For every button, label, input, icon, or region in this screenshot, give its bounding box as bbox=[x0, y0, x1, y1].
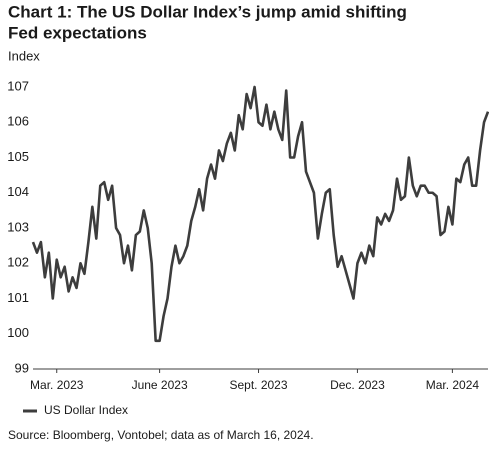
y-tick-label: 105 bbox=[7, 149, 29, 164]
source-note: Source: Bloomberg, Vontobel; data as of … bbox=[8, 428, 314, 442]
x-tick-label: Mar. 2024 bbox=[426, 378, 480, 392]
x-tick-label: June 2023 bbox=[132, 378, 188, 392]
y-tick-label: 100 bbox=[7, 325, 29, 340]
y-tick-label: 106 bbox=[7, 114, 29, 129]
data-line bbox=[31, 85, 489, 343]
y-tick-label: 99 bbox=[15, 360, 29, 375]
y-tick-label: 103 bbox=[7, 219, 29, 234]
x-tick-label: Mar. 2023 bbox=[30, 378, 84, 392]
x-tick-label: Dec. 2023 bbox=[330, 378, 385, 392]
y-tick-label: 107 bbox=[7, 78, 29, 93]
y-axis-label: Index bbox=[8, 48, 40, 63]
y-tick-label: 101 bbox=[7, 290, 29, 305]
y-tick-label: 102 bbox=[7, 255, 29, 270]
x-tick-label: Sept. 2023 bbox=[229, 378, 287, 392]
chart-title: Fed expectations bbox=[8, 23, 147, 42]
chart-title: Chart 1: The US Dollar Index’s jump amid… bbox=[8, 2, 407, 21]
legend-label: US Dollar Index bbox=[44, 403, 128, 417]
y-tick-label: 104 bbox=[7, 184, 29, 199]
